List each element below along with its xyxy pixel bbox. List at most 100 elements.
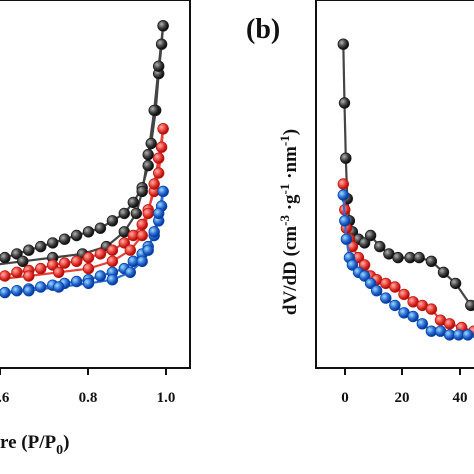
panel-a-series-1-point (58, 257, 71, 269)
panel-a-series-0-point (106, 215, 119, 227)
panel-a-series-1-point (53, 266, 65, 279)
panel-a-series-2-point (94, 270, 107, 282)
panel-a-series-1-point (106, 244, 119, 256)
panel-a-series-0-point (35, 240, 47, 253)
panel-b-label: (b) (246, 14, 280, 45)
panel-b-series-2-point (340, 233, 353, 245)
panel-a-series-0-point (155, 38, 168, 50)
panel-a-series-2-point (142, 244, 154, 256)
panel-a-series-1-point (124, 244, 137, 256)
panel-b-series-2-point (389, 299, 401, 312)
panel-a-series-1-point (35, 262, 47, 275)
panel-a-series-1-point (23, 270, 35, 282)
panel-a-x-axis-title: re (P/P0) (0, 432, 69, 458)
panel-a-series-1-point (155, 141, 168, 153)
panel-b-series-0-point (374, 240, 386, 253)
panel-a-series-2-point (53, 281, 65, 293)
panel-b-x-tick-1: 20 (395, 390, 410, 406)
panel-a-series-2-point (70, 275, 83, 288)
panel-a-series-0-point (130, 207, 143, 220)
panel-a-tick-marks (0, 368, 167, 375)
panel-a-series-2-point (0, 286, 11, 299)
panel-a-series-1-point (152, 152, 165, 164)
panel-a-series-0-point (127, 196, 140, 209)
panel-a-frame (0, 0, 191, 369)
panel-a-series-layer (0, 20, 169, 299)
panel-a-series-0-point (70, 229, 83, 242)
panel-a-series-1-point (136, 229, 148, 242)
panel-a-series-2-point (148, 226, 160, 238)
panel-b-series-0-point (338, 97, 351, 109)
panel-b-series-2-point (380, 292, 392, 304)
panel-b-series-1-point (389, 281, 401, 293)
panel-a-series-2-point (124, 266, 137, 279)
panel-a-series-0-point (58, 233, 71, 245)
panel-b-tick-marks (344, 368, 461, 375)
panel-b-series-0-point (364, 229, 377, 242)
panel-b-series-1-point (398, 288, 410, 301)
panel-a-series-1-point (106, 255, 119, 267)
panel-a-series-0-point (142, 148, 154, 161)
panel-a-series-1-point (47, 259, 59, 271)
panel-b-series-0-point (437, 266, 450, 279)
panel-b-x-tick-0: 0 (341, 390, 349, 406)
panel-a-series-1-point (94, 248, 107, 260)
panel-a-series-0-point (136, 185, 148, 198)
panel-a-series-1-point (148, 178, 160, 190)
panel-b-series-0-point (413, 251, 425, 264)
panel-a-series-0-point (11, 248, 23, 260)
panel-a-series-1-point (11, 266, 23, 279)
panel-a-series-2-point (11, 285, 23, 297)
panel-a-series-1-point (152, 167, 165, 179)
panel-a-series-0-point (0, 251, 11, 264)
panel-a: 0.6 0.8 1.0 re (P/P0) (0, 0, 191, 458)
panel-a-series-1-point (157, 123, 169, 135)
panel-a-series-0-point (157, 20, 169, 32)
panel-a-series-0-point (148, 104, 160, 117)
panel-a-series-0-point (82, 226, 95, 238)
panel-b-series-0-point (337, 38, 350, 50)
panel-b-y-axis-title: dV/dD (cm-3 ·g-1 ·nm-1) (277, 129, 301, 315)
panel-b-series-0-point (449, 277, 462, 290)
panel-b-series-1-point (425, 303, 438, 315)
panel-a-series-2-point (136, 255, 148, 267)
panel-a-series-2-point (106, 274, 119, 286)
panel-a-series-0-point (94, 222, 107, 234)
panel-a-series-1-point (0, 270, 11, 282)
panel-a-x-tick-1: 0.8 (79, 390, 98, 406)
panel-a-series-0-point (145, 137, 157, 150)
panel-b-series-2-point (416, 318, 429, 330)
panel-a-series-2-point (82, 277, 95, 290)
panel-b-series-0-point (425, 255, 438, 267)
panel-a-series-1-point (82, 262, 95, 275)
panel-a-series-2-point (23, 285, 35, 297)
panel-b-series-0-point (340, 152, 352, 164)
panel-b-x-tick-2: 40 (453, 390, 468, 406)
panel-b-series-2-point (371, 285, 383, 297)
panel-a-series-0-point (17, 255, 29, 267)
panel-b-series-1-point (443, 318, 456, 330)
panel-b-series-2-point (407, 310, 419, 323)
panel-b-series-2-point (364, 277, 377, 290)
panel-a-x-tick-0: 0.6 (0, 390, 10, 406)
panel-a-series-0-point (142, 159, 154, 172)
panel-a-series-1-point (70, 255, 83, 267)
panel-a-series-1-point (82, 251, 95, 264)
panel-a-series-2-point (152, 207, 165, 220)
panel-b-series-2-point (339, 215, 351, 227)
panel-b-series-0-point (358, 237, 371, 249)
panel-a-x-tick-2: 1.0 (157, 390, 176, 406)
panel-a-series-0-point (152, 60, 165, 72)
panel-a-series-2-point (35, 281, 47, 293)
panel-a-series-1-point (136, 218, 148, 231)
panel-a-series-0-point (118, 207, 131, 220)
panel-b-series-2-point (462, 329, 474, 341)
panel-a-series-1-point (118, 237, 131, 249)
panel-b-series-2-point (337, 189, 350, 201)
panel-b: (b) 0 20 40 dV/dD (cm-3 ·g-1 ·nm-1) (246, 0, 474, 406)
panel-a-series-1-point (142, 207, 154, 220)
panel-b-series-layer (337, 38, 474, 341)
panel-b-series-1-point (337, 178, 350, 190)
panel-b-series-2-point (346, 259, 359, 271)
panel-b-series-0-point (465, 299, 474, 312)
